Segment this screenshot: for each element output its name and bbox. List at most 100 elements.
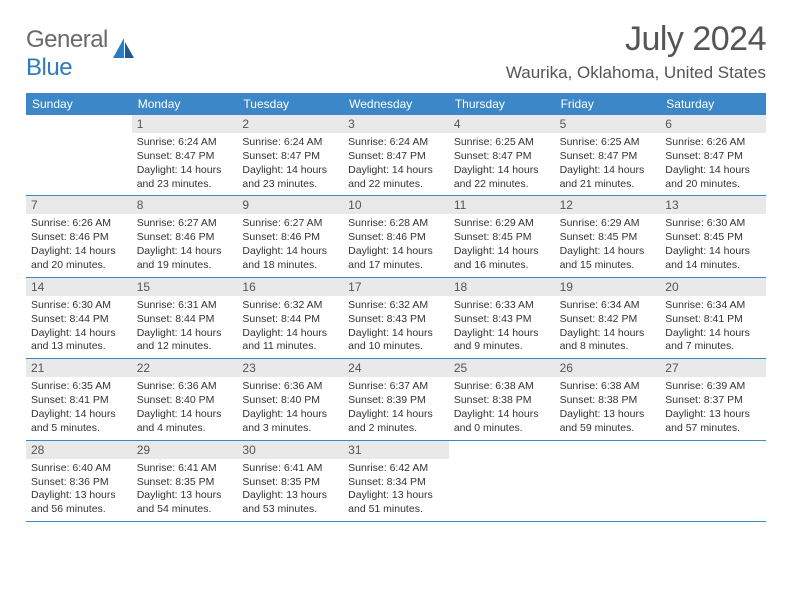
day-number: 17 [343, 278, 449, 296]
day-body: Sunrise: 6:27 AMSunset: 8:46 PMDaylight:… [132, 214, 238, 276]
day-body: Sunrise: 6:30 AMSunset: 8:45 PMDaylight:… [660, 214, 766, 276]
location: Waurika, Oklahoma, United States [506, 63, 766, 83]
day-cell: 8Sunrise: 6:27 AMSunset: 8:46 PMDaylight… [132, 196, 238, 276]
day-number: 23 [237, 359, 343, 377]
day-cell: 19Sunrise: 6:34 AMSunset: 8:42 PMDayligh… [555, 278, 661, 358]
day-cell: 9Sunrise: 6:27 AMSunset: 8:46 PMDaylight… [237, 196, 343, 276]
day-number: 29 [132, 441, 238, 459]
day-cell: 25Sunrise: 6:38 AMSunset: 8:38 PMDayligh… [449, 359, 555, 439]
day-number: 12 [555, 196, 661, 214]
day-number: 16 [237, 278, 343, 296]
day-body: Sunrise: 6:36 AMSunset: 8:40 PMDaylight:… [237, 377, 343, 439]
day-body: Sunrise: 6:24 AMSunset: 8:47 PMDaylight:… [343, 133, 449, 195]
day-body: Sunrise: 6:27 AMSunset: 8:46 PMDaylight:… [237, 214, 343, 276]
day-cell: 27Sunrise: 6:39 AMSunset: 8:37 PMDayligh… [660, 359, 766, 439]
week-row: 28Sunrise: 6:40 AMSunset: 8:36 PMDayligh… [26, 441, 766, 522]
day-number: 6 [660, 115, 766, 133]
day-number: 30 [237, 441, 343, 459]
day-body: Sunrise: 6:37 AMSunset: 8:39 PMDaylight:… [343, 377, 449, 439]
day-body: Sunrise: 6:36 AMSunset: 8:40 PMDaylight:… [132, 377, 238, 439]
day-cell: 23Sunrise: 6:36 AMSunset: 8:40 PMDayligh… [237, 359, 343, 439]
day-body: Sunrise: 6:41 AMSunset: 8:35 PMDaylight:… [132, 459, 238, 521]
calendar-page: General Blue July 2024 Waurika, Oklahoma… [0, 0, 792, 522]
day-number: 7 [26, 196, 132, 214]
logo-text-blue: Blue [26, 54, 72, 81]
day-body: Sunrise: 6:34 AMSunset: 8:42 PMDaylight:… [555, 296, 661, 358]
day-number: 24 [343, 359, 449, 377]
month-title: July 2024 [506, 20, 766, 59]
day-number: 14 [26, 278, 132, 296]
day-cell: 2Sunrise: 6:24 AMSunset: 8:47 PMDaylight… [237, 115, 343, 195]
week-row: 7Sunrise: 6:26 AMSunset: 8:46 PMDaylight… [26, 196, 766, 277]
day-cell: 28Sunrise: 6:40 AMSunset: 8:36 PMDayligh… [26, 441, 132, 521]
day-body: Sunrise: 6:29 AMSunset: 8:45 PMDaylight:… [555, 214, 661, 276]
day-body: Sunrise: 6:26 AMSunset: 8:46 PMDaylight:… [26, 214, 132, 276]
week-row: 21Sunrise: 6:35 AMSunset: 8:41 PMDayligh… [26, 359, 766, 440]
day-cell: 11Sunrise: 6:29 AMSunset: 8:45 PMDayligh… [449, 196, 555, 276]
day-cell: 15Sunrise: 6:31 AMSunset: 8:44 PMDayligh… [132, 278, 238, 358]
title-block: July 2024 Waurika, Oklahoma, United Stat… [506, 20, 766, 83]
day-number: 10 [343, 196, 449, 214]
empty-day-cell [555, 441, 661, 521]
dow-cell: Friday [555, 93, 661, 115]
day-cell: 7Sunrise: 6:26 AMSunset: 8:46 PMDaylight… [26, 196, 132, 276]
day-number: 15 [132, 278, 238, 296]
day-cell: 10Sunrise: 6:28 AMSunset: 8:46 PMDayligh… [343, 196, 449, 276]
dow-cell: Tuesday [237, 93, 343, 115]
day-number: 9 [237, 196, 343, 214]
empty-day-cell [26, 115, 132, 195]
day-number: 18 [449, 278, 555, 296]
day-body: Sunrise: 6:24 AMSunset: 8:47 PMDaylight:… [132, 133, 238, 195]
day-body: Sunrise: 6:38 AMSunset: 8:38 PMDaylight:… [449, 377, 555, 439]
day-cell: 4Sunrise: 6:25 AMSunset: 8:47 PMDaylight… [449, 115, 555, 195]
day-number: 19 [555, 278, 661, 296]
day-number: 13 [660, 196, 766, 214]
day-cell: 30Sunrise: 6:41 AMSunset: 8:35 PMDayligh… [237, 441, 343, 521]
day-cell: 17Sunrise: 6:32 AMSunset: 8:43 PMDayligh… [343, 278, 449, 358]
day-number: 21 [26, 359, 132, 377]
day-cell: 12Sunrise: 6:29 AMSunset: 8:45 PMDayligh… [555, 196, 661, 276]
day-number: 25 [449, 359, 555, 377]
empty-day-cell [660, 441, 766, 521]
empty-day-cell [449, 441, 555, 521]
calendar: SundayMondayTuesdayWednesdayThursdayFrid… [26, 93, 766, 522]
day-number: 31 [343, 441, 449, 459]
day-body: Sunrise: 6:39 AMSunset: 8:37 PMDaylight:… [660, 377, 766, 439]
logo-text-general: General [26, 26, 108, 53]
day-body: Sunrise: 6:24 AMSunset: 8:47 PMDaylight:… [237, 133, 343, 195]
day-number: 3 [343, 115, 449, 133]
day-number: 2 [237, 115, 343, 133]
day-cell: 6Sunrise: 6:26 AMSunset: 8:47 PMDaylight… [660, 115, 766, 195]
day-number: 28 [26, 441, 132, 459]
day-body: Sunrise: 6:25 AMSunset: 8:47 PMDaylight:… [555, 133, 661, 195]
day-number: 22 [132, 359, 238, 377]
day-body: Sunrise: 6:35 AMSunset: 8:41 PMDaylight:… [26, 377, 132, 439]
logo-text: General Blue [26, 26, 108, 82]
dow-cell: Saturday [660, 93, 766, 115]
week-row: 14Sunrise: 6:30 AMSunset: 8:44 PMDayligh… [26, 278, 766, 359]
day-cell: 13Sunrise: 6:30 AMSunset: 8:45 PMDayligh… [660, 196, 766, 276]
day-cell: 1Sunrise: 6:24 AMSunset: 8:47 PMDaylight… [132, 115, 238, 195]
day-body: Sunrise: 6:25 AMSunset: 8:47 PMDaylight:… [449, 133, 555, 195]
day-cell: 26Sunrise: 6:38 AMSunset: 8:38 PMDayligh… [555, 359, 661, 439]
logo: General Blue [26, 20, 138, 82]
day-body: Sunrise: 6:42 AMSunset: 8:34 PMDaylight:… [343, 459, 449, 521]
day-cell: 29Sunrise: 6:41 AMSunset: 8:35 PMDayligh… [132, 441, 238, 521]
day-number: 27 [660, 359, 766, 377]
day-body: Sunrise: 6:30 AMSunset: 8:44 PMDaylight:… [26, 296, 132, 358]
day-number: 26 [555, 359, 661, 377]
day-cell: 16Sunrise: 6:32 AMSunset: 8:44 PMDayligh… [237, 278, 343, 358]
day-number: 1 [132, 115, 238, 133]
week-row: 1Sunrise: 6:24 AMSunset: 8:47 PMDaylight… [26, 115, 766, 196]
dow-cell: Sunday [26, 93, 132, 115]
day-number: 4 [449, 115, 555, 133]
weeks-container: 1Sunrise: 6:24 AMSunset: 8:47 PMDaylight… [26, 115, 766, 522]
day-of-week-header: SundayMondayTuesdayWednesdayThursdayFrid… [26, 93, 766, 115]
day-body: Sunrise: 6:26 AMSunset: 8:47 PMDaylight:… [660, 133, 766, 195]
day-number: 8 [132, 196, 238, 214]
day-number: 20 [660, 278, 766, 296]
day-cell: 24Sunrise: 6:37 AMSunset: 8:39 PMDayligh… [343, 359, 449, 439]
dow-cell: Monday [132, 93, 238, 115]
header-row: General Blue July 2024 Waurika, Oklahoma… [26, 20, 766, 83]
day-cell: 20Sunrise: 6:34 AMSunset: 8:41 PMDayligh… [660, 278, 766, 358]
